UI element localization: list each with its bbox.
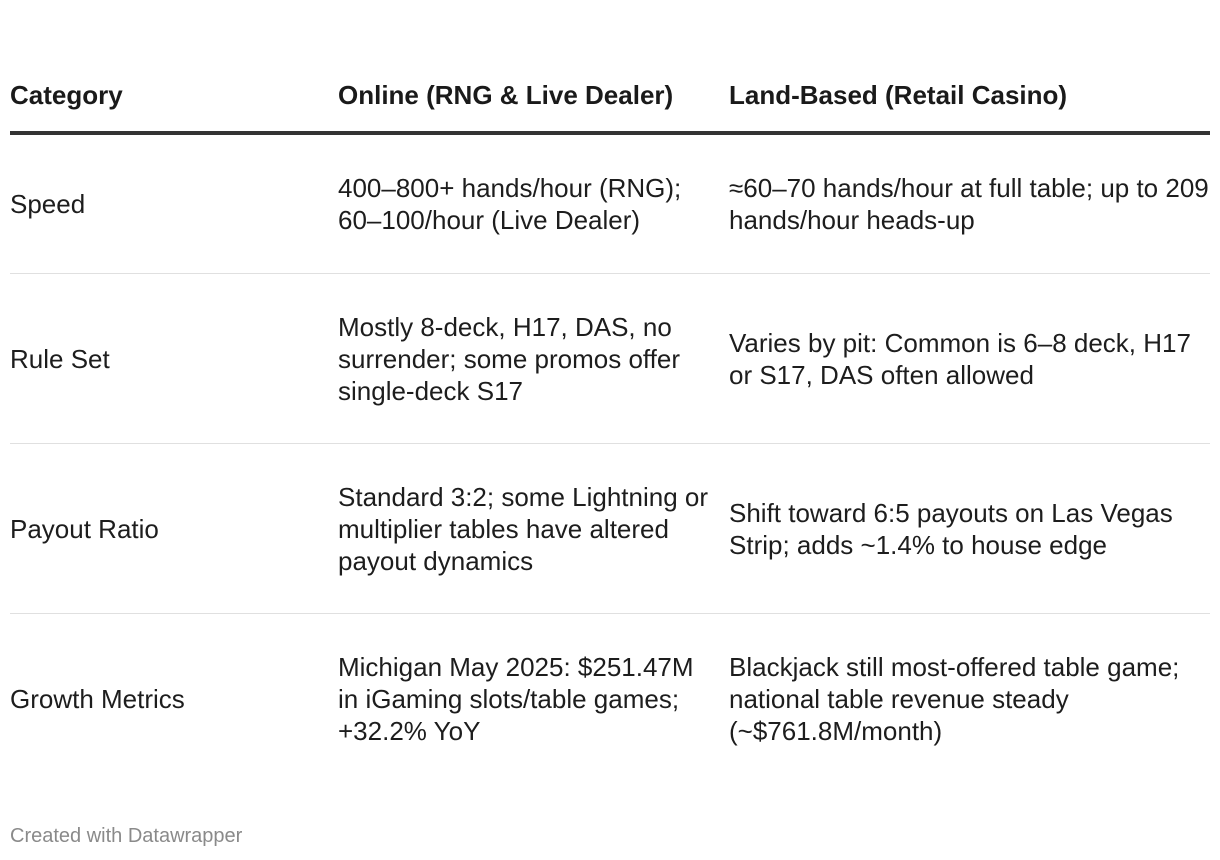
cell-category: Growth Metrics xyxy=(10,684,185,714)
cell-category: Payout Ratio xyxy=(10,513,159,544)
table-header-row: Category Online (RNG & Live Dealer) Land… xyxy=(10,0,1210,135)
cell-land-based: ≈60–70 hands/hour at full table; up to 2… xyxy=(729,173,1209,235)
cell-land-based: Shift toward 6:5 payouts on Las Vegas St… xyxy=(729,497,1173,560)
table-row: Rule Set Mostly 8-deck, H17, DAS, no sur… xyxy=(10,274,1210,444)
cell-online: Standard 3:2; some Lightning or multipli… xyxy=(338,481,709,576)
table-row: Speed 400–800+ hands/hour (RNG); 60–100/… xyxy=(10,135,1210,274)
comparison-table: Category Online (RNG & Live Dealer) Land… xyxy=(10,0,1210,784)
header-land-based: Land-Based (Retail Casino) xyxy=(729,80,1068,110)
cell-category: Rule Set xyxy=(10,343,110,374)
cell-online: Mostly 8-deck, H17, DAS, no surrender; s… xyxy=(338,311,680,406)
cell-land-based: Blackjack still most-offered table game;… xyxy=(729,652,1180,746)
cell-land-based: Varies by pit: Common is 6–8 deck, H17 o… xyxy=(729,327,1191,390)
header-online: Online (RNG & Live Dealer) xyxy=(338,80,674,110)
cell-category: Speed xyxy=(10,189,86,219)
table-row: Growth Metrics Michigan May 2025: $251.4… xyxy=(10,614,1210,784)
header-category: Category xyxy=(10,80,123,110)
footer-credit: Created with Datawrapper xyxy=(10,825,243,847)
table-row: Payout Ratio Standard 3:2; some Lightnin… xyxy=(10,444,1210,614)
cell-online: Michigan May 2025: $251.47M in iGaming s… xyxy=(338,652,694,746)
cell-online: 400–800+ hands/hour (RNG); 60–100/hour (… xyxy=(338,173,682,235)
